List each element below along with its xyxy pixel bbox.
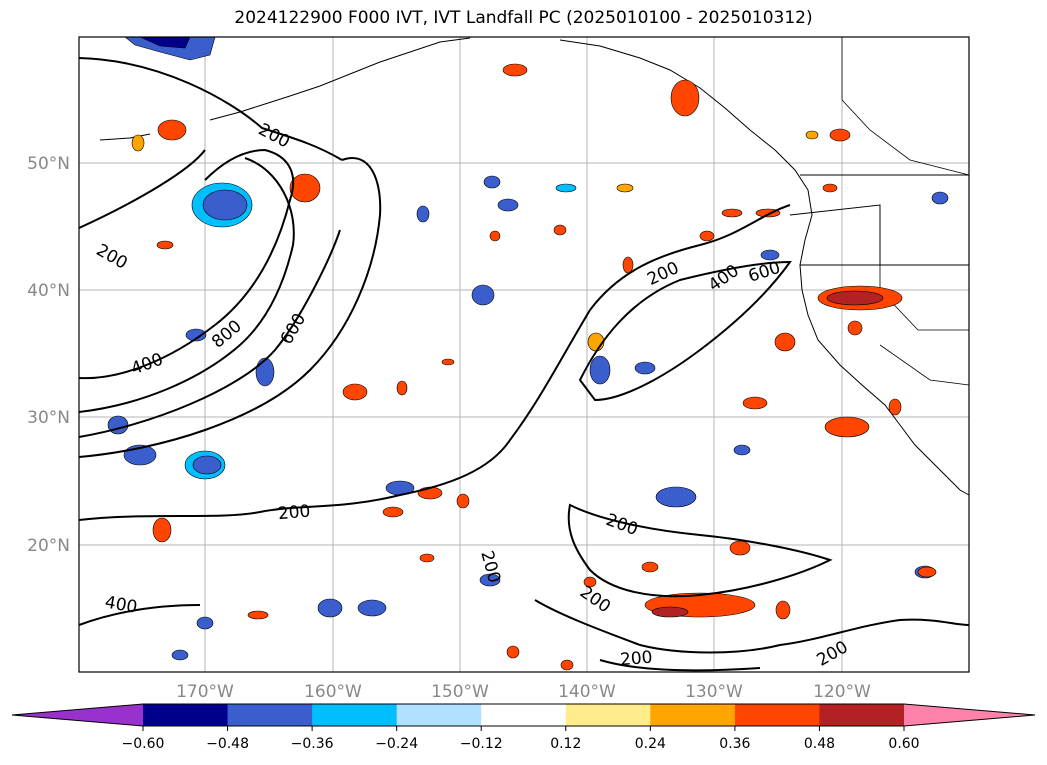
colorbar-tick-label: −0.60 — [122, 736, 165, 752]
colorbar-segment — [481, 704, 567, 726]
lon-label: 140°W — [558, 682, 616, 702]
colorbar-segment — [227, 704, 313, 726]
ivt-contours — [78, 57, 970, 672]
lon-label: 150°W — [431, 682, 489, 702]
colorbar-segment — [312, 704, 398, 726]
colorbar-segment — [565, 704, 651, 726]
lon-label: 130°W — [685, 682, 743, 702]
lon-label: 120°W — [813, 682, 871, 702]
contour-label: 200 — [619, 648, 653, 671]
pc-shading — [107, 36, 949, 671]
colorbar-segment — [143, 704, 229, 726]
colorbar-segment — [396, 704, 482, 726]
colorbar-tick-label: −0.36 — [291, 736, 334, 752]
lat-label: 20°N — [27, 536, 70, 556]
map-frame — [78, 36, 970, 673]
lat-label: 50°N — [27, 154, 70, 174]
lon-label: 170°W — [176, 682, 234, 702]
colorbar-segment — [819, 704, 905, 726]
colorbar-tick-label: 0.60 — [888, 736, 919, 752]
colorbar-extend-min — [12, 704, 143, 726]
colorbar-tick-label: 0.48 — [804, 736, 835, 752]
colorbar-segment — [734, 704, 820, 726]
lat-labels: 50°N 40°N 30°N 20°N — [27, 154, 70, 556]
colorbar-tick-label: 0.24 — [635, 736, 666, 752]
contour-label: 200 — [277, 501, 311, 524]
colorbar-tick-label: −0.48 — [206, 736, 249, 752]
colorbar-segment — [650, 704, 736, 726]
lat-label: 30°N — [27, 408, 70, 428]
colorbar-tick-label: −0.12 — [460, 736, 503, 752]
map-title: 2024122900 F000 IVT, IVT Landfall PC (20… — [234, 8, 813, 28]
colorbar-tick-label: 0.36 — [719, 736, 750, 752]
lon-labels: 170°W 160°W 150°W 140°W 130°W 120°W — [176, 682, 871, 702]
coastlines — [99, 37, 970, 496]
lat-label: 40°N — [27, 281, 70, 301]
colorbar-tick-label: −0.24 — [375, 736, 418, 752]
colorbar: −0.60 −0.48 −0.36 −0.24 −0.12 0.12 0.24 0.36 0.4… — [11, 703, 1036, 752]
colorbar-tick-label: 0.12 — [550, 736, 581, 752]
lon-label: 160°W — [304, 682, 362, 702]
colorbar-extend-max — [904, 704, 1035, 726]
